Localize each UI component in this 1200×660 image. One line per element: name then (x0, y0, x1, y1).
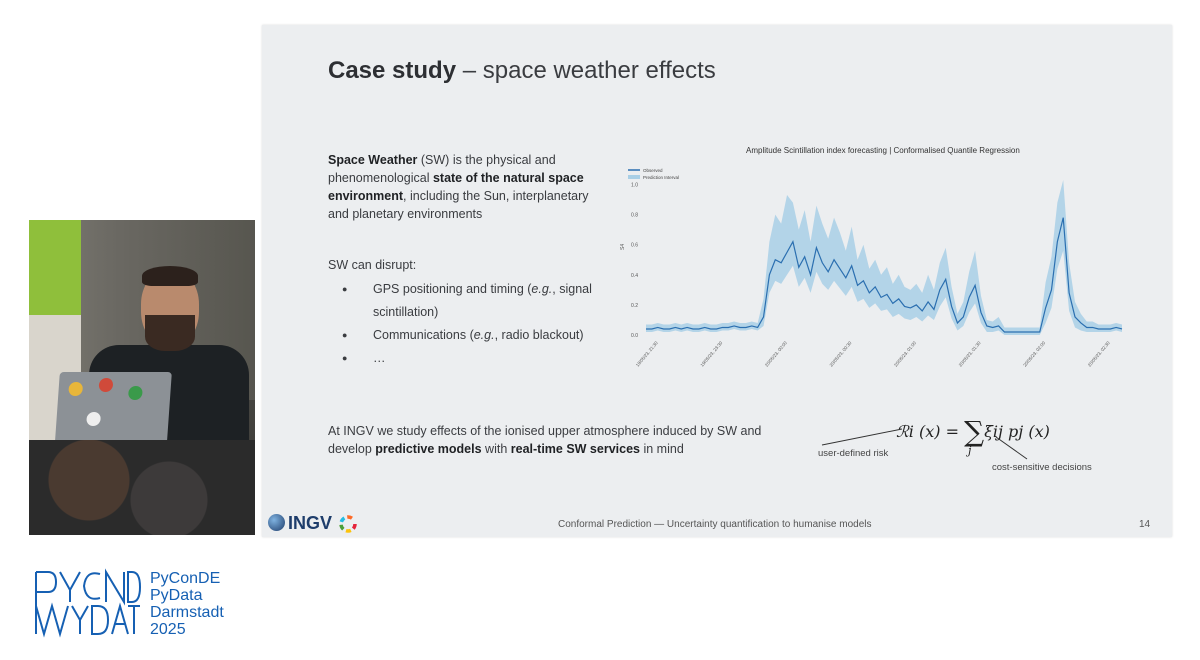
event-name: PyConDE PyData Darmstadt 2025 (150, 570, 224, 638)
list-item: … (328, 347, 618, 370)
observed-line (646, 217, 1123, 333)
slide-page-number: 14 (1139, 519, 1151, 530)
list-item: Communications (e.g., radio blackout) (328, 324, 618, 347)
x-tick-label: 20/05/23, 00:00 (764, 340, 788, 368)
speaker-video (29, 220, 255, 535)
speaker-beard (145, 315, 195, 351)
prediction-interval-band (646, 180, 1122, 335)
title-bold: Case study (328, 57, 457, 84)
slide-title: Case study – space weather effects (328, 57, 716, 85)
presentation-slide: Case study – space weather effects Space… (262, 25, 1172, 537)
chart-title: Amplitude Scintillation index forecastin… (746, 146, 1020, 155)
sdg-ring-icon (339, 515, 357, 533)
intro-paragraph: Space Weather (SW) is the physical and p… (328, 153, 589, 221)
legend-observed-label: Observed (643, 168, 663, 173)
risk-formula: ℛi (x) = ∑ξij pj (x) j (896, 415, 1050, 457)
x-tick-label: 20/05/23, 02:30 (1087, 340, 1111, 368)
x-tick-label: 20/05/23, 01:30 (958, 340, 982, 368)
disrupt-list: GPS positioning and timing (e.g., signal… (328, 278, 618, 370)
x-tick-label: 20/05/23, 01:00 (893, 340, 917, 368)
label-user-defined-risk: user-defined risk (818, 448, 889, 459)
y-tick-label: 0.6 (631, 243, 638, 249)
slide-footer-text: Conformal Prediction — Uncertainty quant… (558, 519, 872, 530)
y-tick-label: 0.2 (631, 303, 638, 309)
pycon-logo-graphic (35, 568, 142, 638)
label-cost-sensitive: cost-sensitive decisions (992, 462, 1092, 473)
legend-interval-swatch (628, 175, 640, 179)
legend-interval-label: Prediction Interval (643, 175, 679, 180)
x-tick-label: 20/05/23, 02:00 (1022, 340, 1046, 368)
forecast-chart: 0.0 0.2 0.4 0.6 0.8 1.0 S4 19/05/23, 21:30 19/05… (620, 168, 1123, 368)
y-tick-label: 0.4 (631, 273, 638, 279)
ingv-paragraph: At INGV we study effects of the ionised … (328, 424, 762, 456)
title-rest: – space weather effects (456, 57, 716, 84)
disrupt-heading: SW can disrupt: (328, 258, 417, 272)
ingv-logo: INGV (268, 513, 332, 534)
x-tick-label: 19/05/23, 21:30 (635, 340, 659, 368)
speaker-hair (142, 266, 198, 286)
y-tick-label: 1.0 (631, 183, 638, 189)
y-tick-label: 0.0 (631, 333, 638, 339)
x-tick-label: 19/05/23, 23:30 (699, 340, 723, 368)
x-tick-label: 20/05/23, 00:30 (829, 340, 853, 368)
list-item: GPS positioning and timing (e.g., signal… (328, 278, 618, 324)
audience (29, 440, 255, 535)
y-tick-label: 0.8 (631, 213, 638, 219)
y-axis-label: S4 (620, 244, 626, 250)
globe-icon (268, 514, 285, 531)
